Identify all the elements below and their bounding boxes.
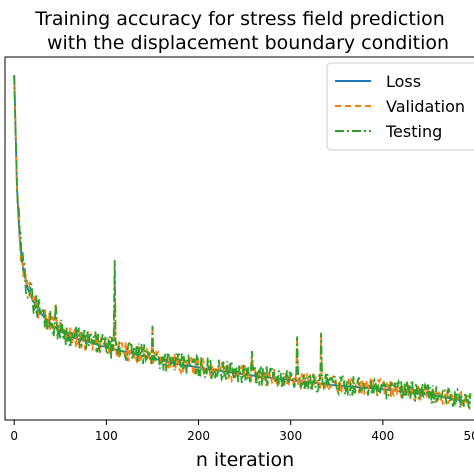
x-tick-label: 500 [464,429,474,443]
x-tick-label: 300 [279,429,302,443]
x-tick-label: 200 [187,429,210,443]
chart-title-line-2: with the displacement boundary condition [47,32,449,54]
x-tick-label: 400 [371,429,394,443]
legend-label-testing: Testing [385,122,442,141]
series-line-validation [13,75,472,410]
legend-label-validation: Validation [386,97,465,116]
legend: Loss Validation Testing [326,62,474,151]
x-axis-ticks: 0 100 200 300 400 500 [10,420,474,443]
chart-title-line-1: Training accuracy for stress field predi… [34,8,445,30]
legend-box [326,62,474,151]
x-axis-label: n iteration [196,449,294,471]
x-tick-label: 100 [95,429,118,443]
series-layer [13,75,472,411]
legend-label-loss: Loss [386,72,421,91]
x-tick-label: 0 [10,429,18,443]
series-line-testing [13,75,472,411]
